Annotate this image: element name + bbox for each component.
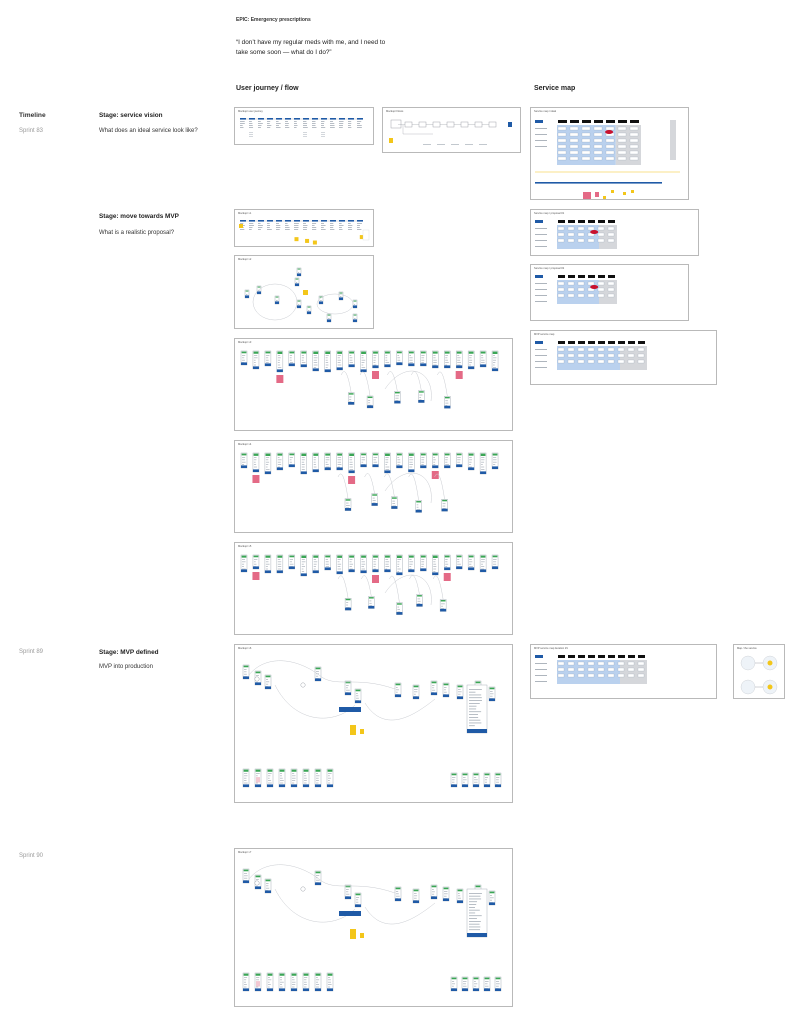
board-title: Service map / proposal #1 bbox=[534, 212, 565, 215]
stage-title: Stage: move towards MVP bbox=[99, 213, 179, 220]
service-map-board[interactable]: Service map / proposal #2 bbox=[530, 264, 689, 321]
board-canvas bbox=[389, 119, 512, 145]
epic-quote: “I don’t have my regular meds with me, a… bbox=[236, 39, 386, 56]
board-canvas bbox=[242, 660, 502, 788]
journey-board[interactable]: Mockup/ v6 bbox=[234, 644, 513, 803]
stage-question: What is a realistic proposal? bbox=[99, 230, 175, 236]
stage-title: Stage: service vision bbox=[99, 112, 163, 119]
service-map-board[interactable]: Service map / proposal #1 bbox=[530, 209, 699, 256]
board-title: Service map / proposal #2 bbox=[534, 267, 565, 270]
board-canvas bbox=[240, 118, 363, 137]
board-title: Mockup/ v7 bbox=[238, 851, 252, 854]
board-title: Mockup/ v5 bbox=[238, 545, 252, 548]
journey-board[interactable]: Mockup/ Flows bbox=[382, 107, 521, 153]
board-canvas bbox=[535, 341, 647, 370]
board-title: Mockup/ v2 bbox=[238, 258, 252, 261]
epic-title: EPIC: Emergency prescriptions bbox=[236, 17, 311, 23]
board-title: Mockup/ v3 bbox=[238, 341, 252, 344]
journey-board[interactable]: Mockup/ user journey bbox=[234, 107, 374, 145]
journey-board[interactable]: Mockup/ v5 bbox=[234, 542, 513, 635]
journey-board[interactable]: Mockup/ v2 bbox=[234, 255, 374, 329]
journey-board[interactable]: Mockup/ v1 bbox=[234, 209, 374, 247]
board-title: Mockup/ user journey bbox=[238, 110, 263, 113]
journey-column-heading: User journey / flow bbox=[236, 85, 299, 92]
board-title: Mockup/ Flows bbox=[386, 110, 404, 113]
stage-question: MVP into production bbox=[99, 664, 153, 670]
board-title: Mockup/ v4 bbox=[238, 443, 252, 446]
board-title: Mockup/ v6 bbox=[238, 647, 252, 650]
board-title: Service map / ideal bbox=[534, 110, 557, 113]
board-canvas bbox=[240, 452, 499, 513]
stage-title: Stage: MVP defined bbox=[99, 649, 159, 656]
board-canvas bbox=[535, 275, 617, 304]
journey-board[interactable]: Mockup/ v3 bbox=[234, 338, 513, 431]
board-title: Map / the service bbox=[737, 647, 757, 650]
board-canvas bbox=[242, 864, 502, 992]
sprint-label: Sprint 89 bbox=[19, 649, 44, 655]
service-map-board[interactable]: Service map / ideal bbox=[530, 107, 689, 200]
board-canvas bbox=[240, 554, 499, 615]
service-map-board[interactable]: Map / the service bbox=[733, 644, 785, 699]
board-canvas bbox=[244, 267, 358, 323]
board-title: MVP service map bbox=[534, 333, 555, 336]
board-canvas bbox=[240, 350, 499, 409]
board-title: MVP service map iteration #1 bbox=[534, 647, 568, 650]
service-map-board[interactable]: MVP service map iteration #1 bbox=[530, 644, 717, 699]
board-canvas bbox=[535, 120, 680, 199]
board-canvas bbox=[740, 655, 778, 695]
timeline-heading: Timeline bbox=[19, 112, 46, 119]
sprint-label: Sprint 90 bbox=[19, 853, 44, 859]
board-title: Mockup/ v1 bbox=[238, 212, 252, 215]
stage-question: What does an ideal service look like? bbox=[99, 128, 198, 134]
board-canvas bbox=[535, 655, 647, 684]
sprint-label: Sprint 83 bbox=[19, 128, 44, 134]
journey-board[interactable]: Mockup/ v4 bbox=[234, 440, 513, 533]
board-canvas bbox=[535, 220, 617, 249]
service-map-board[interactable]: MVP service map bbox=[530, 330, 717, 385]
service-column-heading: Service map bbox=[534, 85, 576, 92]
board-canvas bbox=[239, 220, 370, 245]
journey-board[interactable]: Mockup/ v7 bbox=[234, 848, 513, 1007]
